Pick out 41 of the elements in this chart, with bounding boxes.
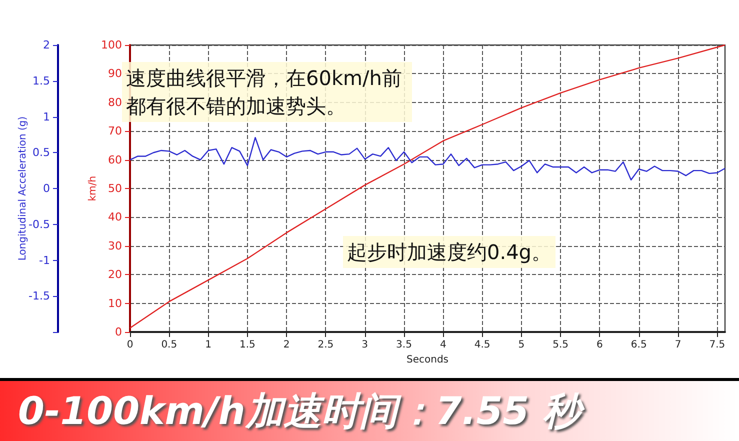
- y-tick-label: 40: [108, 210, 122, 224]
- x-tick-label: 2: [283, 340, 290, 350]
- y-tick-label: 70: [108, 124, 122, 138]
- y-tick-label: 100: [101, 38, 122, 52]
- x-tick-label: 7.5: [709, 340, 726, 350]
- y-tick-label: 10: [108, 296, 122, 310]
- y-tick-label: 30: [108, 239, 122, 252]
- x-tick-label: 0: [126, 340, 134, 350]
- x-tick-label: 2.5: [318, 340, 334, 350]
- x-tick-label: 0.5: [161, 340, 178, 350]
- y-tick-label: 0: [115, 326, 122, 338]
- y-axis-title: km/h: [88, 176, 98, 202]
- x-tick-label: 6: [596, 340, 603, 350]
- x-tick-label: 7: [674, 340, 682, 350]
- y-tick-label: 20: [108, 268, 122, 282]
- x-tick-label: 6.5: [630, 340, 647, 350]
- y-tick-label: 60: [108, 153, 122, 166]
- y2-tick-label: 2: [43, 38, 50, 52]
- x-tick-label: 4.5: [474, 340, 490, 350]
- x-tick-label: 5.5: [552, 340, 569, 350]
- x-tick-label: 3.5: [396, 340, 412, 350]
- y2-tick-label: -1.5: [28, 290, 50, 303]
- x-tick-label: 4: [440, 340, 446, 350]
- y-tick-label: 50: [108, 182, 122, 195]
- y2-axis-title: Longitudinal Acceleration (g): [18, 116, 28, 261]
- y2-tick-label: 0: [43, 182, 50, 195]
- y2-tick-label: 0.5: [32, 146, 50, 160]
- x-tick-label: 1.5: [239, 340, 256, 350]
- x-tick-label: 3: [362, 340, 368, 350]
- y-tick-label: 80: [108, 96, 122, 109]
- y2-tick-label: 1.5: [32, 74, 50, 88]
- annotation: 速度曲线很平滑，在60km/h前都有很不错的加速势头。: [126, 66, 402, 118]
- x-tick-label: 5: [518, 340, 525, 350]
- y2-tick-label: 1: [43, 110, 50, 124]
- annotation: 起步时加速度约0.4g。: [347, 240, 552, 264]
- y2-tick-label: -1: [39, 254, 50, 267]
- x-axis-title: Seconds: [406, 354, 449, 366]
- y-tick-label: 90: [108, 67, 122, 80]
- line-series: [129, 136, 726, 180]
- y2-tick-label: -0.5: [28, 218, 50, 231]
- x-tick-label: 1: [205, 340, 212, 350]
